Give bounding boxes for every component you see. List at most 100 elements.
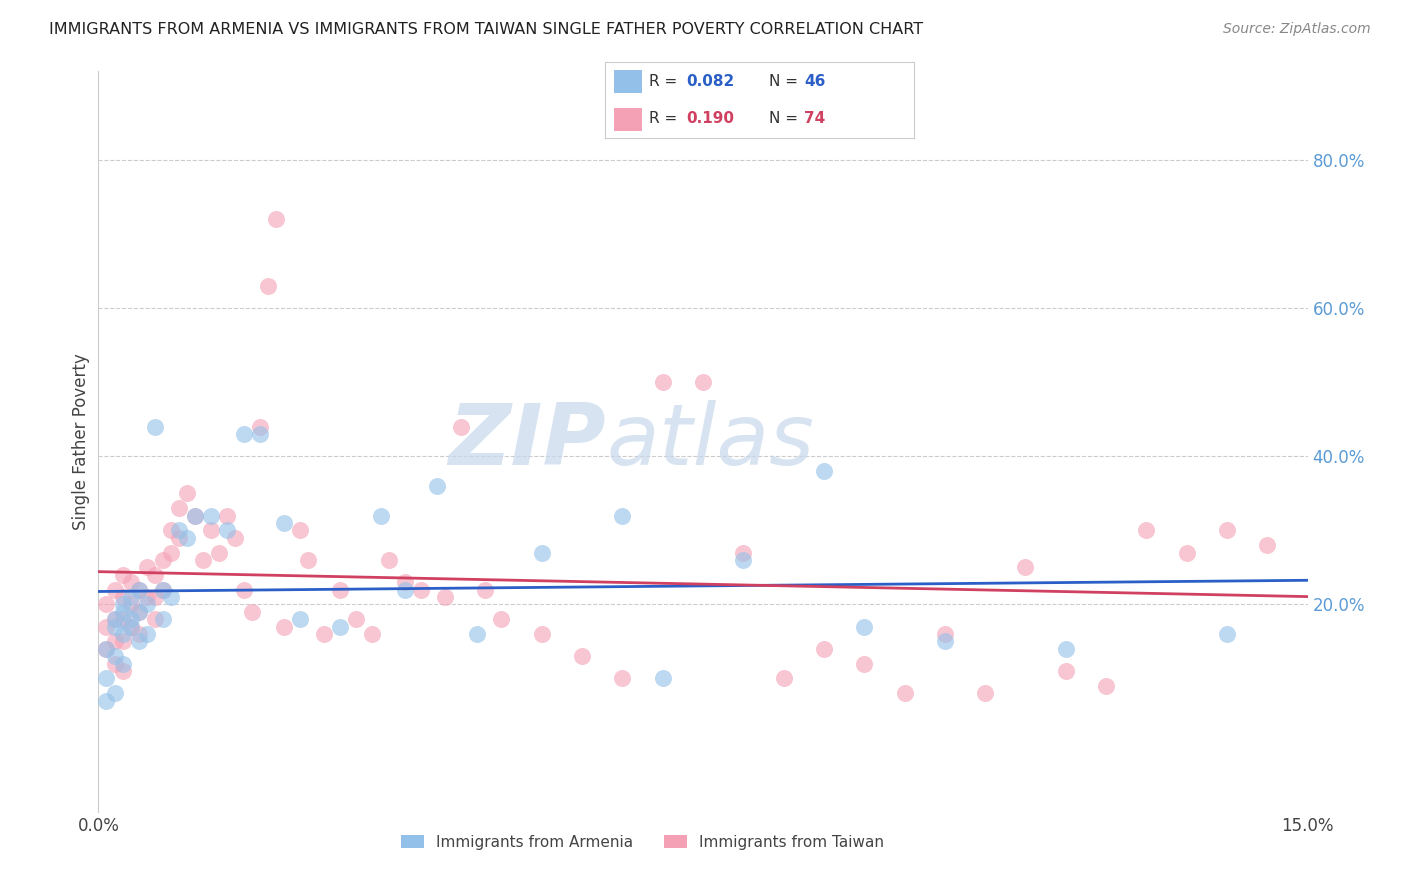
- Point: [288, 612, 311, 626]
- Point: [111, 590, 134, 604]
- Point: [135, 627, 157, 641]
- Point: [167, 501, 190, 516]
- Point: [120, 612, 142, 626]
- Text: R =: R =: [650, 112, 682, 127]
- Point: [530, 627, 553, 641]
- Point: [612, 672, 634, 686]
- Point: [934, 627, 956, 641]
- Point: [152, 582, 174, 597]
- Point: [143, 567, 166, 582]
- Point: [1135, 524, 1157, 538]
- Point: [135, 590, 157, 604]
- Point: [96, 672, 118, 686]
- Point: [111, 598, 134, 612]
- Point: [103, 634, 125, 648]
- Y-axis label: Single Father Poverty: Single Father Poverty: [72, 353, 90, 530]
- Point: [111, 567, 134, 582]
- Text: N =: N =: [769, 112, 803, 127]
- Point: [249, 419, 271, 434]
- Point: [651, 376, 673, 390]
- Text: IMMIGRANTS FROM ARMENIA VS IMMIGRANTS FROM TAIWAN SINGLE FATHER POVERTY CORRELAT: IMMIGRANTS FROM ARMENIA VS IMMIGRANTS FR…: [49, 22, 924, 37]
- Point: [152, 582, 174, 597]
- Point: [200, 508, 222, 523]
- Legend: Immigrants from Armenia, Immigrants from Taiwan: Immigrants from Armenia, Immigrants from…: [395, 829, 890, 856]
- Point: [329, 582, 352, 597]
- Point: [370, 508, 392, 523]
- Point: [103, 612, 125, 626]
- Text: atlas: atlas: [606, 400, 814, 483]
- Point: [96, 619, 118, 633]
- Point: [450, 419, 472, 434]
- Point: [934, 634, 956, 648]
- Point: [135, 560, 157, 574]
- Point: [344, 612, 367, 626]
- Point: [893, 686, 915, 700]
- Point: [120, 575, 142, 590]
- Point: [96, 641, 118, 656]
- Point: [434, 590, 457, 604]
- Point: [329, 619, 352, 633]
- Point: [530, 545, 553, 560]
- Point: [733, 545, 755, 560]
- Point: [103, 612, 125, 626]
- Point: [1054, 664, 1077, 678]
- Point: [160, 545, 183, 560]
- Point: [232, 582, 254, 597]
- Point: [240, 605, 263, 619]
- Point: [426, 479, 449, 493]
- Point: [217, 524, 239, 538]
- Point: [160, 590, 183, 604]
- Point: [128, 627, 150, 641]
- Point: [111, 664, 134, 678]
- Point: [1216, 627, 1239, 641]
- Text: 0.190: 0.190: [686, 112, 734, 127]
- Point: [143, 419, 166, 434]
- Point: [256, 279, 278, 293]
- Point: [184, 508, 207, 523]
- Point: [1216, 524, 1239, 538]
- Point: [167, 531, 190, 545]
- Point: [184, 508, 207, 523]
- Point: [200, 524, 222, 538]
- Point: [143, 612, 166, 626]
- Point: [224, 531, 246, 545]
- Point: [103, 657, 125, 671]
- Point: [474, 582, 496, 597]
- Point: [193, 553, 215, 567]
- Point: [394, 582, 416, 597]
- Text: 0.082: 0.082: [686, 73, 735, 88]
- Text: 46: 46: [804, 73, 825, 88]
- Point: [217, 508, 239, 523]
- Text: R =: R =: [650, 73, 682, 88]
- Point: [465, 627, 488, 641]
- Point: [160, 524, 183, 538]
- Point: [1014, 560, 1036, 574]
- Point: [772, 672, 794, 686]
- Point: [377, 553, 399, 567]
- Text: N =: N =: [769, 73, 803, 88]
- Point: [96, 694, 118, 708]
- Point: [103, 686, 125, 700]
- Point: [692, 376, 714, 390]
- Point: [128, 634, 150, 648]
- Point: [143, 590, 166, 604]
- Point: [813, 464, 835, 478]
- Point: [314, 627, 336, 641]
- Point: [208, 545, 231, 560]
- Point: [176, 531, 198, 545]
- Point: [103, 649, 125, 664]
- Point: [167, 524, 190, 538]
- Point: [1054, 641, 1077, 656]
- FancyBboxPatch shape: [614, 108, 641, 130]
- Point: [96, 641, 118, 656]
- Point: [974, 686, 997, 700]
- Text: 74: 74: [804, 112, 825, 127]
- Point: [651, 672, 673, 686]
- Point: [571, 649, 593, 664]
- Point: [128, 582, 150, 597]
- Point: [120, 619, 142, 633]
- Point: [128, 582, 150, 597]
- Point: [1095, 679, 1118, 693]
- Point: [111, 627, 134, 641]
- Point: [813, 641, 835, 656]
